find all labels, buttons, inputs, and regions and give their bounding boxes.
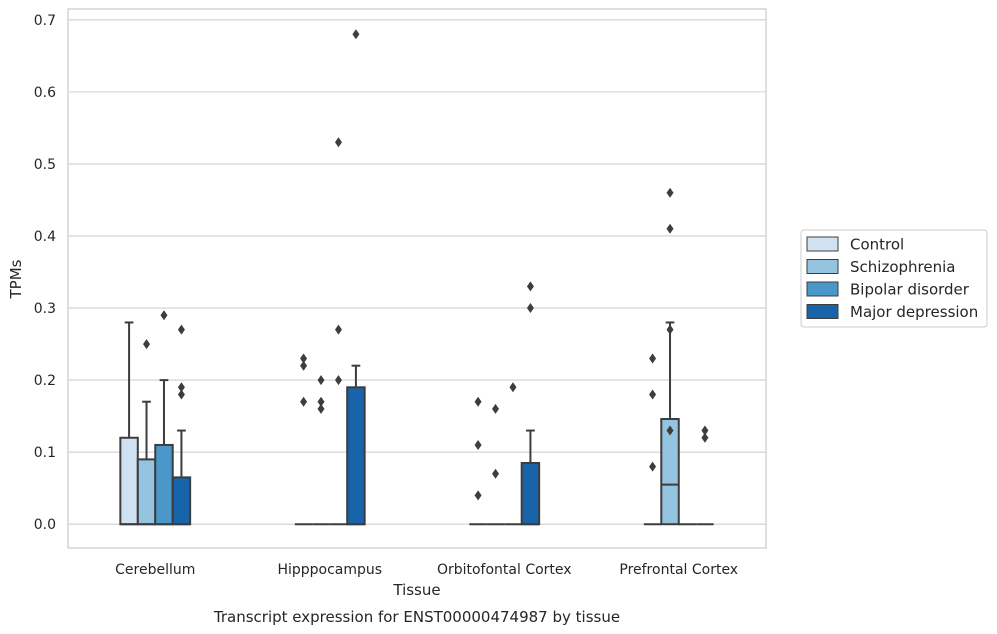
outlier-point xyxy=(317,403,325,414)
outlier-point xyxy=(492,468,500,479)
outlier-point xyxy=(352,29,360,40)
box xyxy=(154,443,174,526)
x-tick-label: Orbitofontal Cortex xyxy=(437,562,572,578)
outlier-point xyxy=(474,490,482,501)
x-axis-title: Tissue xyxy=(392,581,440,599)
chart-caption: Transcript expression for ENST0000047498… xyxy=(213,608,620,626)
outlier-point xyxy=(300,396,308,407)
y-tick-label: 0.4 xyxy=(34,229,56,245)
outlier-point xyxy=(509,382,517,393)
legend-label: Bipolar disorder xyxy=(850,281,970,299)
outlier-point xyxy=(160,310,168,321)
y-tick-label: 0.7 xyxy=(34,13,56,29)
outlier-point xyxy=(317,396,325,407)
legend-label: Control xyxy=(850,236,904,254)
legend-frame xyxy=(800,229,988,328)
outlier-point xyxy=(649,389,657,400)
y-tick-label: 0.6 xyxy=(34,85,56,101)
outlier-point xyxy=(701,432,709,443)
outlier-point xyxy=(526,303,534,314)
x-tick-label: Hipppocampus xyxy=(277,562,382,578)
box xyxy=(119,436,139,526)
outlier-point xyxy=(666,324,674,335)
outlier-point xyxy=(666,223,674,234)
outlier-point xyxy=(666,187,674,198)
outlier-point xyxy=(649,353,657,364)
y-axis-title: TPMs xyxy=(7,259,25,299)
y-tick-label: 0.0 xyxy=(34,517,56,533)
legend-swatch xyxy=(806,236,839,252)
outlier-point xyxy=(300,360,308,371)
y-tick-label: 0.5 xyxy=(34,157,56,173)
legend-label: Major depression xyxy=(850,303,978,321)
y-tick-labels: 0.0 0.1 0.2 0.3 0.4 0.5 0.6 0.7 xyxy=(34,13,56,533)
x-tick-label: Prefrontal Cortex xyxy=(619,562,738,578)
outlier-point xyxy=(177,389,185,400)
y-tick-label: 0.2 xyxy=(34,373,56,389)
box xyxy=(171,476,192,526)
outlier-point xyxy=(177,324,185,335)
legend: Control Schizophrenia Bipolar disorder Majo… xyxy=(800,229,988,328)
box xyxy=(136,458,157,526)
outlier-point xyxy=(334,375,342,386)
outlier-point xyxy=(701,425,709,436)
legend-label: Schizophrenia xyxy=(850,258,955,276)
plot-area-frame xyxy=(67,8,767,549)
outlier-point xyxy=(143,339,151,350)
outlier-point xyxy=(300,353,308,364)
outlier-points xyxy=(143,29,709,501)
box xyxy=(520,461,541,526)
y-tick-label: 0.3 xyxy=(34,301,56,317)
x-tick-labels: Cerebellum Hipppocampus Orbitofontal Corte… xyxy=(115,562,738,578)
box xyxy=(346,386,366,526)
legend-swatch xyxy=(806,259,839,274)
outlier-point xyxy=(526,281,534,292)
y-tick-label: 0.1 xyxy=(34,445,56,461)
x-tick-label: Cerebellum xyxy=(115,562,195,578)
outlier-point xyxy=(334,137,342,148)
outlier-point xyxy=(177,382,185,393)
legend-swatch xyxy=(806,281,839,297)
outlier-point xyxy=(666,425,674,436)
outlier-point xyxy=(492,403,500,414)
outlier-point xyxy=(649,461,657,472)
outlier-point xyxy=(474,439,482,450)
legend-swatch xyxy=(806,304,839,319)
boxes xyxy=(119,321,714,526)
outlier-point xyxy=(334,324,342,335)
outlier-point xyxy=(474,396,482,407)
outlier-point xyxy=(317,375,325,386)
box xyxy=(660,418,680,526)
